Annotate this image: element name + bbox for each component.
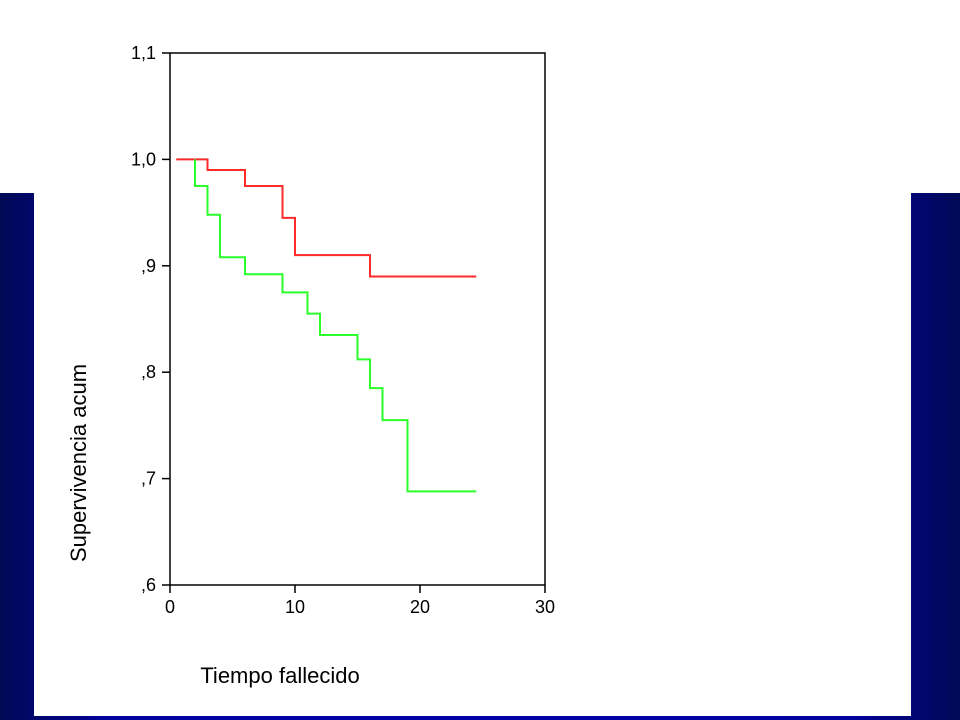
y-tick-label: ,6 xyxy=(141,575,156,595)
x-tick-label: 10 xyxy=(285,597,305,617)
x-tick-label: 30 xyxy=(535,597,555,617)
y-tick-label: ,7 xyxy=(141,469,156,489)
x-tick-label: 20 xyxy=(410,597,430,617)
y-tick-label: 1,0 xyxy=(131,149,156,169)
y-axis: ,6 ,7 ,8 ,9 1,0 1,1 xyxy=(131,43,170,595)
x-axis: 0 10 20 30 xyxy=(165,585,555,617)
chart-panel xyxy=(34,0,911,716)
y-tick-label: 1,1 xyxy=(131,43,156,63)
x-axis-title: Tiempo fallecido xyxy=(200,663,359,688)
series-line-1 xyxy=(176,158,477,278)
y-tick-label: ,8 xyxy=(141,362,156,382)
plot-frame xyxy=(169,52,546,586)
x-tick-label: 0 xyxy=(165,597,175,617)
series-line-2 xyxy=(194,159,477,493)
series-layer xyxy=(176,158,477,493)
y-axis-title: Supervivencia acum xyxy=(66,364,91,562)
y-tick-label: ,9 xyxy=(141,256,156,276)
